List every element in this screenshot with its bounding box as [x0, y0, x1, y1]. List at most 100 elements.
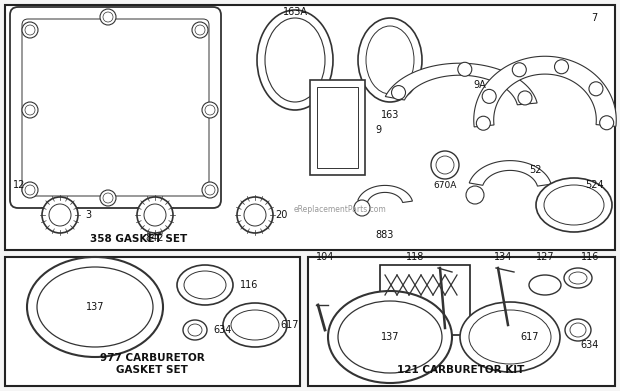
Polygon shape	[474, 56, 616, 127]
Ellipse shape	[495, 320, 511, 340]
Text: 617: 617	[280, 320, 298, 330]
Ellipse shape	[570, 323, 586, 337]
Ellipse shape	[237, 197, 273, 233]
Text: 634: 634	[213, 325, 231, 335]
Ellipse shape	[529, 275, 561, 295]
Ellipse shape	[518, 91, 532, 105]
Ellipse shape	[100, 9, 116, 25]
Ellipse shape	[137, 197, 173, 233]
Ellipse shape	[177, 265, 233, 305]
Ellipse shape	[458, 62, 472, 76]
Ellipse shape	[22, 22, 38, 38]
Polygon shape	[358, 185, 412, 203]
Text: 9: 9	[375, 125, 381, 135]
Ellipse shape	[536, 178, 612, 232]
Text: 121 CARBURETOR KIT: 121 CARBURETOR KIT	[397, 365, 525, 375]
Ellipse shape	[354, 200, 370, 216]
Ellipse shape	[103, 193, 113, 203]
Ellipse shape	[231, 310, 279, 340]
Ellipse shape	[244, 204, 266, 226]
Ellipse shape	[257, 10, 333, 110]
Text: 12: 12	[13, 180, 25, 190]
Text: 104: 104	[316, 252, 334, 262]
Text: 137: 137	[381, 332, 399, 342]
Text: 3: 3	[85, 210, 91, 220]
Ellipse shape	[42, 197, 78, 233]
Ellipse shape	[328, 291, 452, 383]
Ellipse shape	[460, 302, 560, 372]
Ellipse shape	[482, 90, 496, 103]
FancyBboxPatch shape	[22, 19, 209, 196]
Ellipse shape	[265, 18, 325, 102]
Ellipse shape	[192, 22, 208, 38]
Text: 134: 134	[494, 252, 512, 262]
Text: 137: 137	[86, 302, 104, 312]
Ellipse shape	[205, 185, 215, 195]
Ellipse shape	[569, 272, 587, 284]
Text: 116: 116	[581, 252, 599, 262]
Text: 20: 20	[275, 210, 288, 220]
Bar	[317, 87, 358, 168]
Text: 977 CARBURETOR
GASKET SET: 977 CARBURETOR GASKET SET	[100, 353, 205, 375]
Text: 163: 163	[381, 110, 399, 120]
Text: 842: 842	[146, 233, 164, 243]
Text: 9A: 9A	[474, 80, 486, 90]
Ellipse shape	[202, 102, 218, 118]
Polygon shape	[469, 161, 551, 186]
Ellipse shape	[391, 86, 405, 100]
Bar	[5, 5, 615, 250]
Ellipse shape	[22, 102, 38, 118]
Bar	[5, 257, 300, 386]
Text: 634: 634	[581, 340, 599, 350]
Text: eReplacementParts.com: eReplacementParts.com	[294, 206, 386, 215]
Ellipse shape	[27, 257, 163, 357]
Ellipse shape	[469, 310, 551, 364]
Text: 524: 524	[585, 180, 604, 190]
Ellipse shape	[184, 271, 226, 299]
Polygon shape	[385, 63, 537, 105]
Ellipse shape	[366, 26, 414, 94]
Ellipse shape	[476, 116, 490, 130]
Text: 358 GASKET SET: 358 GASKET SET	[90, 234, 187, 244]
Bar	[308, 257, 615, 386]
Ellipse shape	[103, 12, 113, 22]
Ellipse shape	[37, 267, 153, 347]
Text: 883: 883	[376, 230, 394, 240]
Ellipse shape	[205, 105, 215, 115]
Ellipse shape	[554, 60, 569, 74]
Ellipse shape	[600, 116, 614, 130]
Ellipse shape	[25, 185, 35, 195]
Ellipse shape	[22, 182, 38, 198]
Ellipse shape	[544, 185, 604, 225]
Text: 163A: 163A	[283, 7, 308, 17]
Ellipse shape	[100, 190, 116, 206]
Ellipse shape	[589, 82, 603, 96]
Ellipse shape	[338, 301, 442, 373]
Ellipse shape	[144, 204, 166, 226]
Ellipse shape	[466, 186, 484, 204]
Ellipse shape	[436, 156, 454, 174]
FancyBboxPatch shape	[10, 7, 221, 208]
Ellipse shape	[565, 319, 591, 341]
Ellipse shape	[183, 320, 207, 340]
Text: 116: 116	[240, 280, 259, 290]
Ellipse shape	[202, 182, 218, 198]
Text: 670A: 670A	[433, 181, 457, 190]
Ellipse shape	[49, 204, 71, 226]
Text: 52: 52	[529, 165, 541, 175]
Text: 617: 617	[521, 332, 539, 342]
Ellipse shape	[25, 25, 35, 35]
Ellipse shape	[25, 105, 35, 115]
Ellipse shape	[188, 324, 202, 336]
Ellipse shape	[358, 18, 422, 102]
Bar	[380, 265, 470, 335]
Ellipse shape	[223, 303, 287, 347]
Text: 7: 7	[591, 13, 597, 23]
Ellipse shape	[512, 63, 526, 77]
Ellipse shape	[564, 268, 592, 288]
Ellipse shape	[195, 25, 205, 35]
Text: 127: 127	[536, 252, 554, 262]
Ellipse shape	[431, 151, 459, 179]
Text: 118: 118	[406, 252, 424, 262]
Bar	[310, 80, 365, 175]
